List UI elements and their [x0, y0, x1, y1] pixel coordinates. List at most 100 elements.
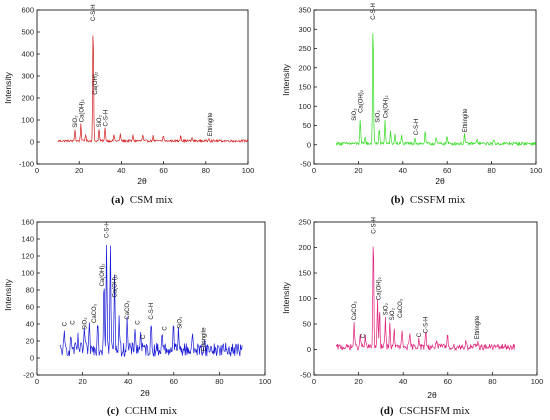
- panel-d-y-tick-label: 150: [298, 269, 311, 278]
- panel-d-x-tick-label: 60: [444, 377, 452, 386]
- panel-b-y-tick-label: 100: [298, 102, 311, 111]
- panel-c: Intensity 2θ (c) CCHM mix 0 20 40 60 80 100 -2…: [3, 218, 271, 417]
- panel-c-x-tick-label: 0: [35, 377, 39, 386]
- panel-b-y-tick-label: 350: [298, 6, 311, 15]
- panel-c-y-tick-label: 60: [26, 303, 34, 312]
- panel-a-peak-label: Ca(OH)₂: [79, 99, 85, 123]
- panel-a-spectrum-line: [57, 35, 249, 144]
- panel-c-spectrum-line: [59, 244, 243, 358]
- panel-d-x-tick-label: 20: [354, 377, 362, 386]
- panel-a-y-tick-label: 500: [21, 28, 34, 37]
- panel-b-y-tick-label: 300: [298, 25, 311, 34]
- panel-b-peak-label: Ca(OH)₂: [359, 89, 365, 113]
- panel-c-x-tick-label: 20: [78, 377, 86, 386]
- panel-d-spectrum-line: [335, 246, 516, 352]
- panel-a-caption-letter: (a): [111, 194, 124, 206]
- panel-b-peak-label: C-S-H: [371, 3, 377, 20]
- panel-c-y-tick-label: 80: [26, 286, 34, 295]
- panel-a-x-tick-label: 20: [75, 166, 83, 175]
- panel-c-peak-label: C-S-H: [105, 221, 111, 238]
- panel-b-x-tick-label: 20: [354, 166, 362, 175]
- panel-d-peak-label: CaCO₃: [398, 298, 404, 318]
- panel-a-peak-label: C-S-H: [91, 4, 97, 21]
- panel-a-y-tick-label: 400: [21, 50, 34, 59]
- panel-d-y-tick-label: 0: [307, 345, 311, 354]
- panel-b-y-tick-label: 150: [298, 83, 311, 92]
- panel-c-x-tick-label: 60: [170, 377, 178, 386]
- panel-b-peak-label: SiO₂: [375, 110, 381, 123]
- panel-c-peak-label: CaCO₃: [92, 303, 98, 323]
- panel-d-x-tick-label: 100: [531, 377, 544, 386]
- panel-d-peak-label: SiO₂: [383, 302, 389, 315]
- panel-d-y-tick-label: -50: [300, 371, 311, 380]
- panel-a-caption-text: CSM mix: [130, 194, 174, 206]
- panel-a-x-tick-label: 60: [159, 166, 167, 175]
- panel-a-y-tick-label: 100: [21, 116, 34, 125]
- panel-b-peak-label: SiO₂: [352, 108, 358, 121]
- panel-b-xlabel: 2θ: [435, 176, 445, 186]
- panel-b-x-tick-label: 0: [312, 166, 316, 175]
- panel-d-xlabel: 2θ: [427, 390, 437, 400]
- panel-c-y-tick-label: 0: [30, 354, 34, 363]
- panel-d-y-tick-label: 250: [298, 218, 311, 227]
- panel-d-peak-label: Ettringite: [475, 315, 481, 339]
- panel-d-y-tick-label: 100: [298, 294, 311, 303]
- panel-b: Intensity 2θ (b) CSSFM mix 0 20 40 60 80 100 -…: [281, 3, 542, 206]
- panel-b-ylabel: Intensity: [281, 63, 291, 95]
- panel-a-peak-label: Ca(OH)₂: [93, 71, 99, 95]
- panel-a-y-tick-label: 300: [21, 72, 34, 81]
- panel-d-peak-label: C: [361, 333, 367, 338]
- panel-c-y-tick-label: 120: [21, 252, 34, 261]
- panel-b-peak-label: C-S-H: [414, 119, 420, 136]
- panel-a-x-tick-label: 0: [35, 166, 39, 175]
- panel-c-peak-label: Ca(OH)₂: [100, 263, 106, 287]
- panel-b-caption-letter: (b): [391, 194, 405, 206]
- panel-c-y-tick-label: 140: [21, 235, 34, 244]
- panel-b-y-tick-label: 50: [303, 121, 311, 130]
- panel-a-caption: (a) CSM mix: [111, 194, 173, 206]
- panel-c-x-tick-label: 100: [259, 377, 272, 386]
- panel-c-y-tick-label: 160: [21, 218, 34, 227]
- panel-d-y-tick-label: 200: [298, 243, 311, 252]
- panel-a-peak-label: SiO₂: [97, 114, 103, 127]
- panel-d-x-tick-label: 80: [488, 377, 496, 386]
- panel-b-y-tick-label: 250: [298, 44, 311, 53]
- panel-d-peak-label: C: [417, 332, 423, 337]
- panel-a-x-tick-label: 40: [117, 166, 125, 175]
- panel-c-peak-label: C: [163, 326, 169, 331]
- panel-c-peak-label: C: [62, 321, 68, 326]
- panel-b-caption-text: CSSFM mix: [410, 194, 466, 206]
- panel-a-y-tick-label: 200: [21, 94, 34, 103]
- panel-a-peak-label: Ettringite: [208, 112, 214, 136]
- panel-b-y-tick-label: 0: [307, 140, 311, 149]
- panel-c-x-tick-label: 80: [215, 377, 223, 386]
- panel-d-peak-label: Ca(OH)₂: [377, 276, 383, 300]
- panel-d-y-tick-label: 50: [303, 320, 311, 329]
- panel-d-peak-label: SiO₂: [390, 307, 396, 320]
- panel-a-y-tick-label: -100: [19, 160, 34, 169]
- panel-d-caption-letter: (d): [380, 405, 394, 417]
- panel-c-peak-label: C-S-H: [149, 303, 155, 320]
- panel-a: Intensity 2θ (a) CSM mix 0 20 40 60 80 100 -10…: [3, 4, 254, 206]
- panel-a-peak-label: SiO₂: [73, 115, 79, 128]
- panel-a-peak-label: C-S-H: [103, 110, 109, 127]
- panel-c-peak-label: CaCO₃: [125, 300, 131, 320]
- panel-c-caption-letter: (c): [107, 405, 120, 417]
- panel-b-y-tick-label: 200: [298, 63, 311, 72]
- panel-c-peak-label: SiO₂: [82, 317, 88, 330]
- panel-c-y-tick-label: 40: [26, 320, 34, 329]
- panel-a-xlabel: 2θ: [137, 176, 147, 186]
- panel-c-caption: (c) CCHM mix: [107, 405, 178, 417]
- panel-d: Intensity 2θ (d) CSCHSFM mix 0 20 40 60 80 10…: [281, 217, 543, 417]
- panel-b-peak-label: Ettringite: [463, 108, 469, 132]
- panel-a-x-tick-label: 80: [202, 166, 210, 175]
- panel-c-y-tick-label: -20: [23, 371, 34, 380]
- panel-c-x-tick-label: 40: [124, 377, 132, 386]
- panel-c-ylabel: Intensity: [3, 278, 13, 310]
- panel-b-y-tick-label: -50: [300, 160, 311, 169]
- panel-b-x-tick-label: 100: [530, 166, 543, 175]
- panel-d-caption: (d) CSCHSFM mix: [380, 405, 470, 417]
- panel-b-caption: (b) CSSFM mix: [391, 194, 466, 206]
- panel-c-peak-label: Ca(OH)₂: [113, 274, 119, 298]
